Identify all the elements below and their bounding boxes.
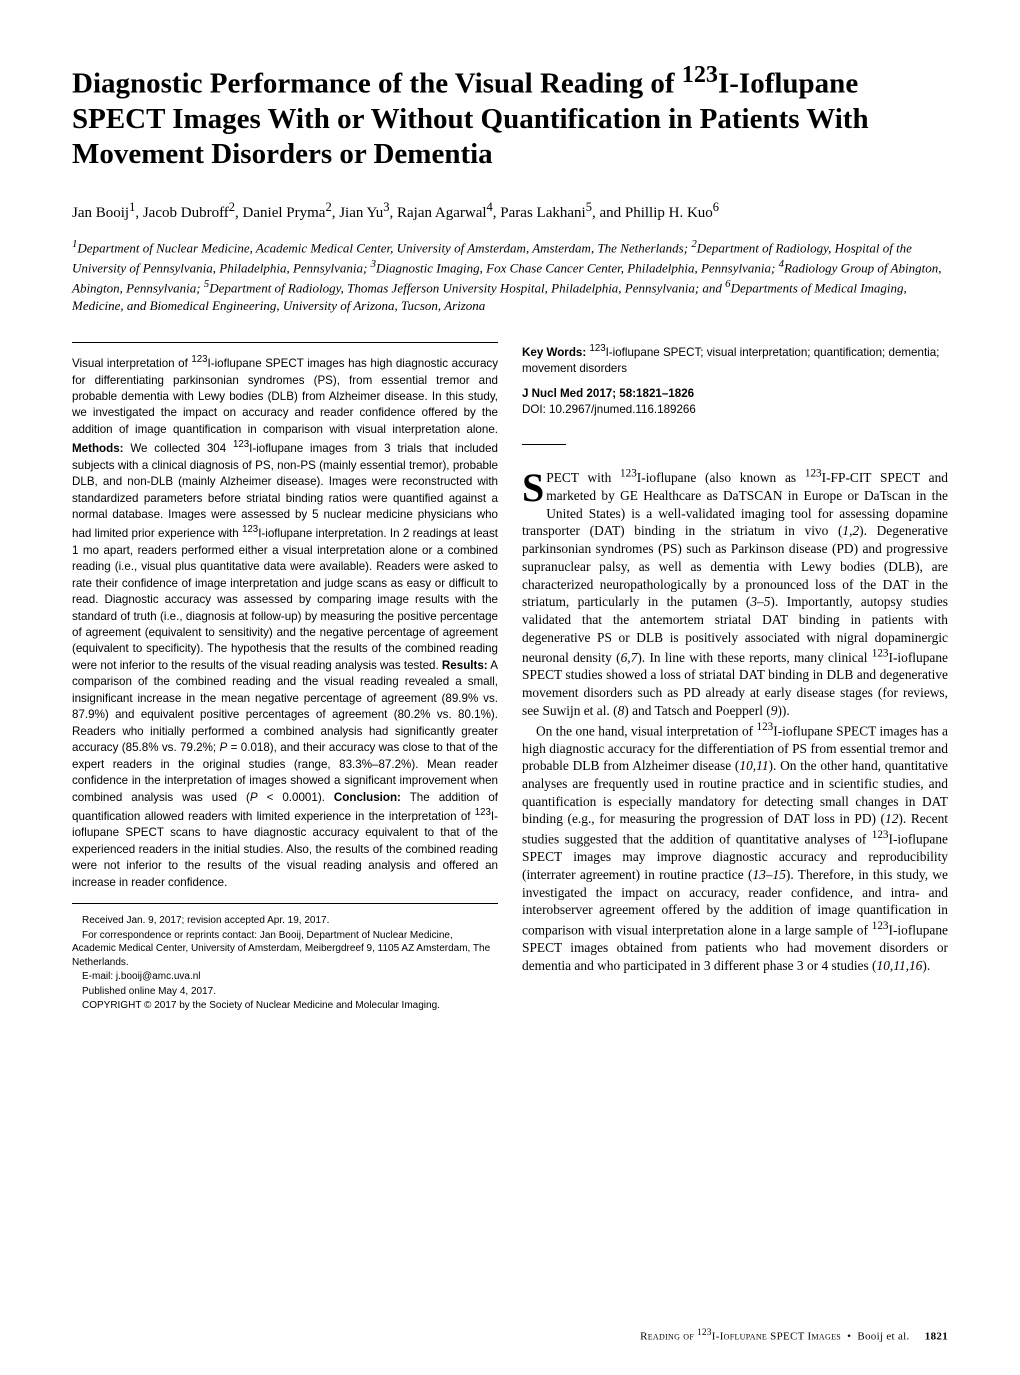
body-paragraph-1: SPECT with 123I-ioflupane (also known as…: [522, 467, 948, 720]
journal-reference: J Nucl Med 2017; 58:1821–1826DOI: 10.296…: [522, 386, 948, 418]
footnote-received: Received Jan. 9, 2017; revision accepted…: [72, 914, 498, 928]
abstract-bottom-rule: [72, 903, 498, 904]
keywords: Key Words: 123I-ioflupane SPECT; visual …: [522, 342, 948, 377]
dropcap-s: S: [522, 467, 546, 505]
author-list: Jan Booij1, Jacob Dubroff2, Daniel Pryma…: [72, 199, 948, 223]
footnotes-block: Received Jan. 9, 2017; revision accepted…: [72, 914, 498, 1013]
footnote-published: Published online May 4, 2017.: [72, 985, 498, 999]
body-text: SPECT with 123I-ioflupane (also known as…: [522, 467, 948, 975]
footnote-email: E-mail: j.booij@amc.uva.nl: [72, 970, 498, 984]
footnote-copyright: COPYRIGHT © 2017 by the Society of Nucle…: [72, 999, 498, 1013]
affiliations: 1Department of Nuclear Medicine, Academi…: [72, 237, 948, 314]
body-paragraph-2: On the one hand, visual interpretation o…: [522, 720, 948, 975]
abstract-top-rule: [72, 342, 498, 343]
running-footer: Reading of 123I-Ioflupane SPECT Images •…: [72, 1326, 948, 1345]
article-title: Diagnostic Performance of the Visual Rea…: [72, 60, 948, 173]
abstract-block: Visual interpretation of 123I-ioflupane …: [72, 342, 498, 904]
section-rule: [522, 444, 566, 445]
two-column-region: Visual interpretation of 123I-ioflupane …: [72, 342, 948, 1302]
abstract-text: Visual interpretation of 123I-ioflupane …: [72, 353, 498, 891]
footnote-correspondence: For correspondence or reprints contact: …: [72, 929, 498, 970]
